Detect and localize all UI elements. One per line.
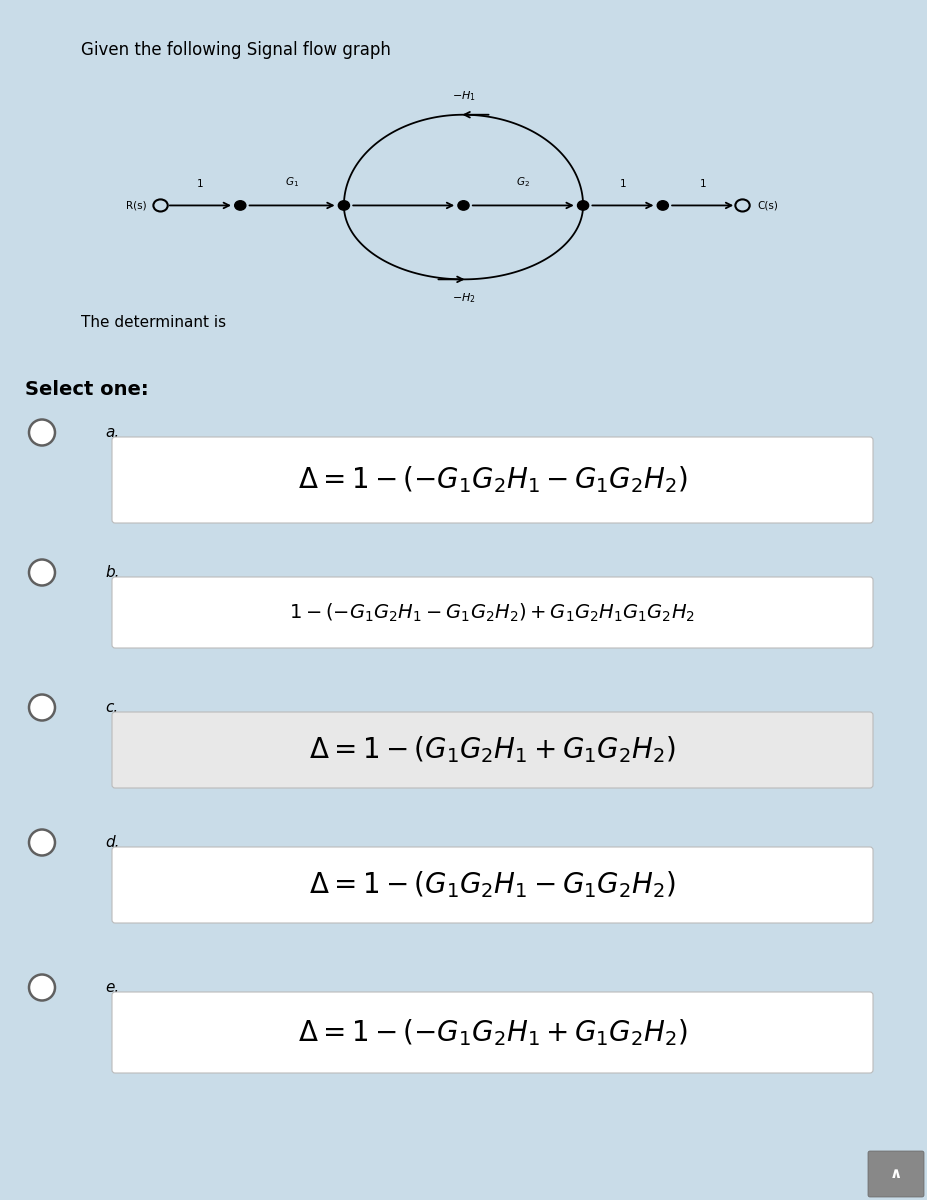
Text: e.: e. <box>105 980 120 995</box>
Text: Select one:: Select one: <box>25 380 148 398</box>
Circle shape <box>29 559 55 586</box>
Circle shape <box>578 200 589 210</box>
Text: $G_1$: $G_1$ <box>286 175 299 188</box>
Circle shape <box>458 200 469 210</box>
Text: b.: b. <box>105 565 120 580</box>
Text: The determinant is: The determinant is <box>81 314 226 330</box>
Circle shape <box>29 829 55 856</box>
Text: $\Delta = 1 - (G_1G_2H_1 + G_1G_2H_2)$: $\Delta = 1 - (G_1G_2H_1 + G_1G_2H_2)$ <box>309 734 676 766</box>
Text: Given the following Signal flow graph: Given the following Signal flow graph <box>81 41 390 59</box>
FancyBboxPatch shape <box>868 1151 924 1198</box>
Text: 1: 1 <box>699 179 706 188</box>
Text: $-H_1$: $-H_1$ <box>451 89 476 103</box>
Circle shape <box>29 695 55 720</box>
FancyBboxPatch shape <box>112 437 873 523</box>
Text: d.: d. <box>105 835 120 850</box>
Text: C(s): C(s) <box>756 200 778 210</box>
Text: $\Delta = 1 - (-G_1G_2H_1 - G_1G_2H_2)$: $\Delta = 1 - (-G_1G_2H_1 - G_1G_2H_2)$ <box>298 464 688 496</box>
Text: $\Delta = 1 - (G_1G_2H_1 - G_1G_2H_2)$: $\Delta = 1 - (G_1G_2H_1 - G_1G_2H_2)$ <box>309 870 676 900</box>
Circle shape <box>338 200 349 210</box>
Text: 1: 1 <box>619 179 627 188</box>
FancyBboxPatch shape <box>112 712 873 788</box>
Text: $-H_2$: $-H_2$ <box>451 292 476 305</box>
FancyBboxPatch shape <box>112 847 873 923</box>
Text: 1: 1 <box>197 179 204 188</box>
FancyBboxPatch shape <box>112 577 873 648</box>
Circle shape <box>29 420 55 445</box>
Circle shape <box>29 974 55 1001</box>
FancyBboxPatch shape <box>112 992 873 1073</box>
Text: $\Delta = 1 - (-G_1G_2H_1 + G_1G_2H_2)$: $\Delta = 1 - (-G_1G_2H_1 + G_1G_2H_2)$ <box>298 1018 688 1048</box>
Text: a.: a. <box>105 425 120 440</box>
Text: $1 - (-G_1G_2H_1 - G_1G_2H_2)+G_1G_2H_1G_1G_2H_2$: $1 - (-G_1G_2H_1 - G_1G_2H_2)+G_1G_2H_1G… <box>289 601 695 624</box>
Text: $G_2$: $G_2$ <box>516 175 530 188</box>
Circle shape <box>657 200 668 210</box>
Text: c.: c. <box>105 700 119 715</box>
Circle shape <box>235 200 246 210</box>
Text: R(s): R(s) <box>125 200 146 210</box>
Text: ∧: ∧ <box>890 1166 902 1182</box>
